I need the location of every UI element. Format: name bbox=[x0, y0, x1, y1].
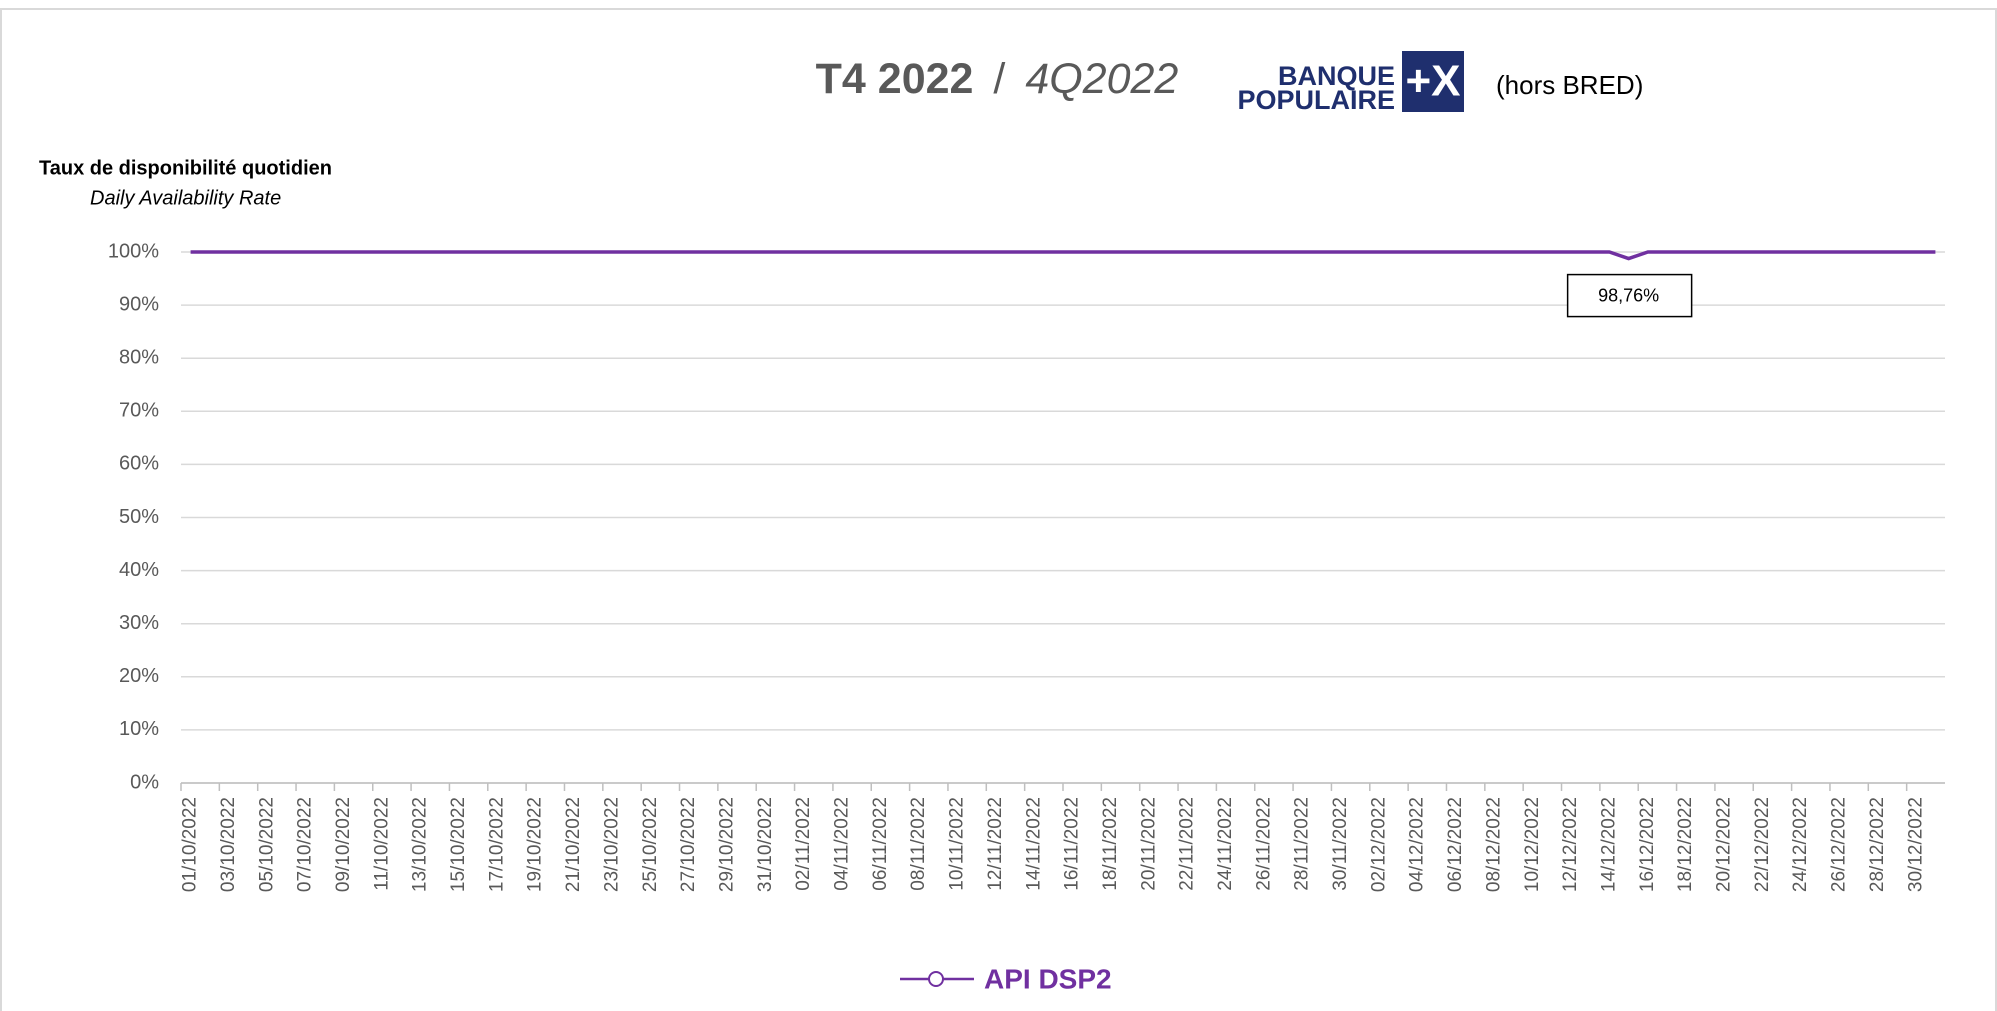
data-label: 98,76% bbox=[1598, 285, 1659, 305]
x-tick-label: 16/12/2022 bbox=[1637, 797, 1658, 892]
x-tick-label: 20/12/2022 bbox=[1714, 797, 1735, 892]
x-tick-label: 14/12/2022 bbox=[1598, 797, 1619, 892]
y-tick-label: 50% bbox=[119, 506, 159, 528]
y-tick-label: 80% bbox=[119, 346, 159, 368]
x-tick-label: 28/12/2022 bbox=[1867, 797, 1888, 892]
x-tick-label: 10/11/2022 bbox=[947, 797, 968, 891]
y-tick-label: 100% bbox=[108, 240, 159, 262]
x-tick-label: 25/10/2022 bbox=[640, 797, 661, 892]
data-label-box bbox=[1566, 273, 1693, 318]
x-tick-label: 23/10/2022 bbox=[601, 797, 622, 892]
x-tick-label: 22/11/2022 bbox=[1177, 797, 1198, 891]
y-tick-label: 60% bbox=[119, 453, 159, 475]
y-tick-label: 40% bbox=[119, 559, 159, 581]
x-tick-label: 21/10/2022 bbox=[563, 797, 584, 892]
y-tick-label: 10% bbox=[119, 718, 159, 740]
x-tick-label: 08/12/2022 bbox=[1483, 797, 1504, 892]
x-tick-label: 20/11/2022 bbox=[1138, 797, 1159, 891]
x-tick-label: 16/11/2022 bbox=[1062, 797, 1083, 891]
x-tick-label: 11/10/2022 bbox=[371, 797, 392, 891]
x-tick-label: 24/11/2022 bbox=[1215, 797, 1236, 891]
brand-logo: BANQUE POPULAIRE +X bbox=[1237, 51, 1464, 115]
x-tick-label: 18/11/2022 bbox=[1100, 797, 1121, 891]
x-tick-label: 06/12/2022 bbox=[1445, 797, 1466, 892]
chart-title-group: T4 2022 / 4Q2022 bbox=[816, 55, 1179, 103]
chart-title: T4 2022 bbox=[816, 55, 974, 103]
x-tick-label: 24/12/2022 bbox=[1790, 797, 1811, 892]
x-tick-label: 19/10/2022 bbox=[525, 797, 546, 892]
x-tick-label: 15/10/2022 bbox=[448, 797, 469, 892]
x-tick-label: 22/12/2022 bbox=[1752, 797, 1773, 892]
x-tick-label: 10/12/2022 bbox=[1522, 797, 1543, 892]
x-tick-label: 02/12/2022 bbox=[1368, 797, 1389, 892]
chart-border bbox=[0, 8, 1997, 1011]
x-tick-label: 06/11/2022 bbox=[870, 797, 891, 891]
y-tick-label: 70% bbox=[119, 400, 159, 422]
x-tick-label: 03/10/2022 bbox=[218, 797, 239, 892]
brand-mark: +X bbox=[1405, 57, 1460, 106]
legend-label: API DSP2 bbox=[984, 963, 1112, 994]
x-tick-label: 31/10/2022 bbox=[755, 797, 776, 892]
legend-marker bbox=[928, 971, 944, 987]
x-tick-label: 26/11/2022 bbox=[1253, 797, 1274, 891]
x-tick-label: 17/10/2022 bbox=[486, 797, 507, 892]
title-separator: / bbox=[993, 55, 1005, 103]
note: (hors BRED) bbox=[1496, 70, 1643, 100]
brand-line2: POPULAIRE bbox=[1237, 85, 1395, 115]
x-tick-label: 04/11/2022 bbox=[832, 797, 853, 891]
x-tick-label: 05/10/2022 bbox=[256, 797, 277, 892]
x-tick-label: 08/11/2022 bbox=[908, 797, 929, 891]
y-axis-title: Taux de disponibilité quotidien bbox=[39, 157, 332, 179]
brand-mark-box bbox=[1402, 51, 1464, 112]
y-tick-label: 20% bbox=[119, 665, 159, 687]
y-tick-label: 90% bbox=[119, 293, 159, 315]
x-tick-label: 07/10/2022 bbox=[295, 797, 316, 892]
x-tick-label: 30/11/2022 bbox=[1330, 797, 1351, 891]
x-tick-label: 14/11/2022 bbox=[1023, 797, 1044, 891]
y-tick-label: 0% bbox=[130, 771, 159, 793]
x-tick-label: 09/10/2022 bbox=[333, 797, 354, 892]
y-tick-label: 30% bbox=[119, 612, 159, 634]
x-tick-label: 04/12/2022 bbox=[1407, 797, 1428, 892]
x-tick-label: 27/10/2022 bbox=[678, 797, 699, 892]
y-axis-subtitle: Daily Availability Rate bbox=[90, 187, 281, 209]
x-tick-label: 18/12/2022 bbox=[1675, 797, 1696, 892]
x-tick-label: 28/11/2022 bbox=[1292, 797, 1313, 891]
chart-subtitle: 4Q2022 bbox=[1025, 55, 1178, 103]
series-line bbox=[190, 250, 1936, 261]
x-tick-label: 12/12/2022 bbox=[1560, 797, 1581, 892]
brand-line1: BANQUE bbox=[1278, 61, 1395, 91]
x-tick-label: 13/10/2022 bbox=[410, 797, 431, 892]
x-tick-label: 02/11/2022 bbox=[793, 797, 814, 891]
x-tick-label: 12/11/2022 bbox=[985, 797, 1006, 891]
x-tick-label: 30/12/2022 bbox=[1905, 797, 1926, 892]
x-tick-label: 01/10/2022 bbox=[180, 797, 201, 892]
x-tick-label: 29/10/2022 bbox=[716, 797, 737, 892]
x-tick-label: 26/12/2022 bbox=[1829, 797, 1850, 892]
